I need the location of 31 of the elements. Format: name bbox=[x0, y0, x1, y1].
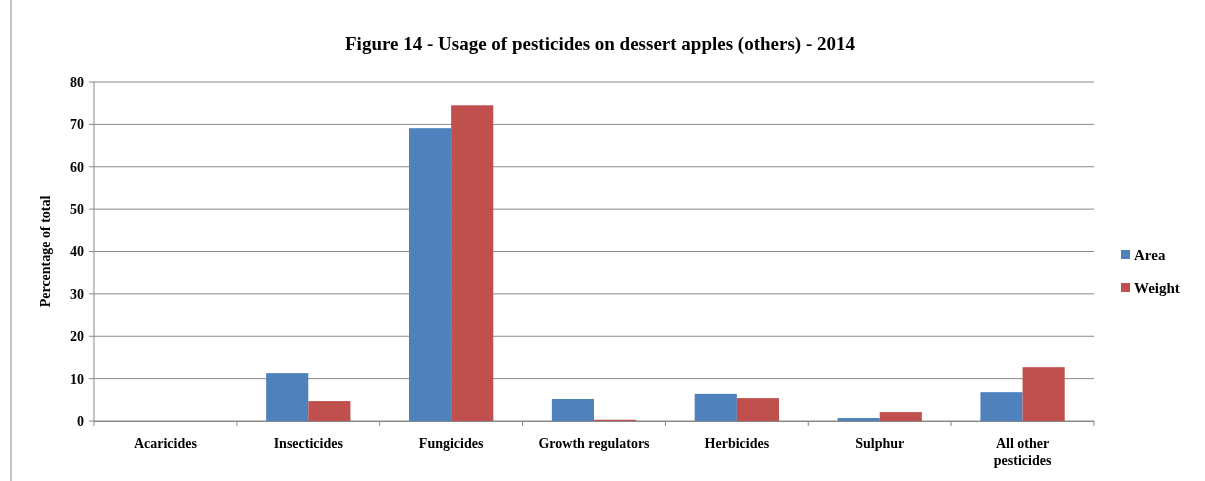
x-tick-label: Herbicides bbox=[704, 436, 770, 451]
y-tick-label: 0 bbox=[77, 413, 84, 429]
bar bbox=[980, 392, 1023, 421]
x-tick-label: Sulphur bbox=[855, 436, 905, 451]
y-axis-title: Percentage of total bbox=[38, 195, 53, 308]
bar bbox=[308, 401, 351, 421]
chart-title: Figure 14 - Usage of pesticides on dessert apples (others) - 2014 bbox=[345, 33, 856, 55]
bar bbox=[694, 393, 737, 421]
bar bbox=[1022, 367, 1065, 421]
y-tick-label: 60 bbox=[70, 159, 84, 175]
y-tick-label: 70 bbox=[70, 117, 84, 133]
legend-label: Weight bbox=[1134, 280, 1180, 297]
bar bbox=[837, 418, 880, 421]
y-tick-label: 40 bbox=[70, 244, 84, 260]
y-tick-label: 30 bbox=[70, 286, 84, 302]
bar bbox=[409, 128, 452, 421]
bar bbox=[736, 398, 779, 421]
bar bbox=[551, 398, 594, 421]
x-tick-label: Growth regulators bbox=[538, 436, 651, 451]
x-tick-label: Acaricides bbox=[133, 436, 198, 451]
x-tick-label: Insecticides bbox=[273, 436, 344, 451]
bar bbox=[879, 412, 922, 421]
x-tick-label: All other pesticides bbox=[993, 436, 1052, 468]
bar bbox=[266, 373, 309, 421]
y-tick-label: 10 bbox=[70, 371, 84, 387]
x-tick-label: Fungicides bbox=[418, 436, 484, 451]
y-tick-label: 80 bbox=[70, 74, 84, 90]
y-tick-label: 50 bbox=[70, 202, 84, 218]
legend-label: Area bbox=[1134, 247, 1166, 264]
bar bbox=[451, 105, 494, 421]
y-tick-label: 20 bbox=[70, 329, 84, 345]
